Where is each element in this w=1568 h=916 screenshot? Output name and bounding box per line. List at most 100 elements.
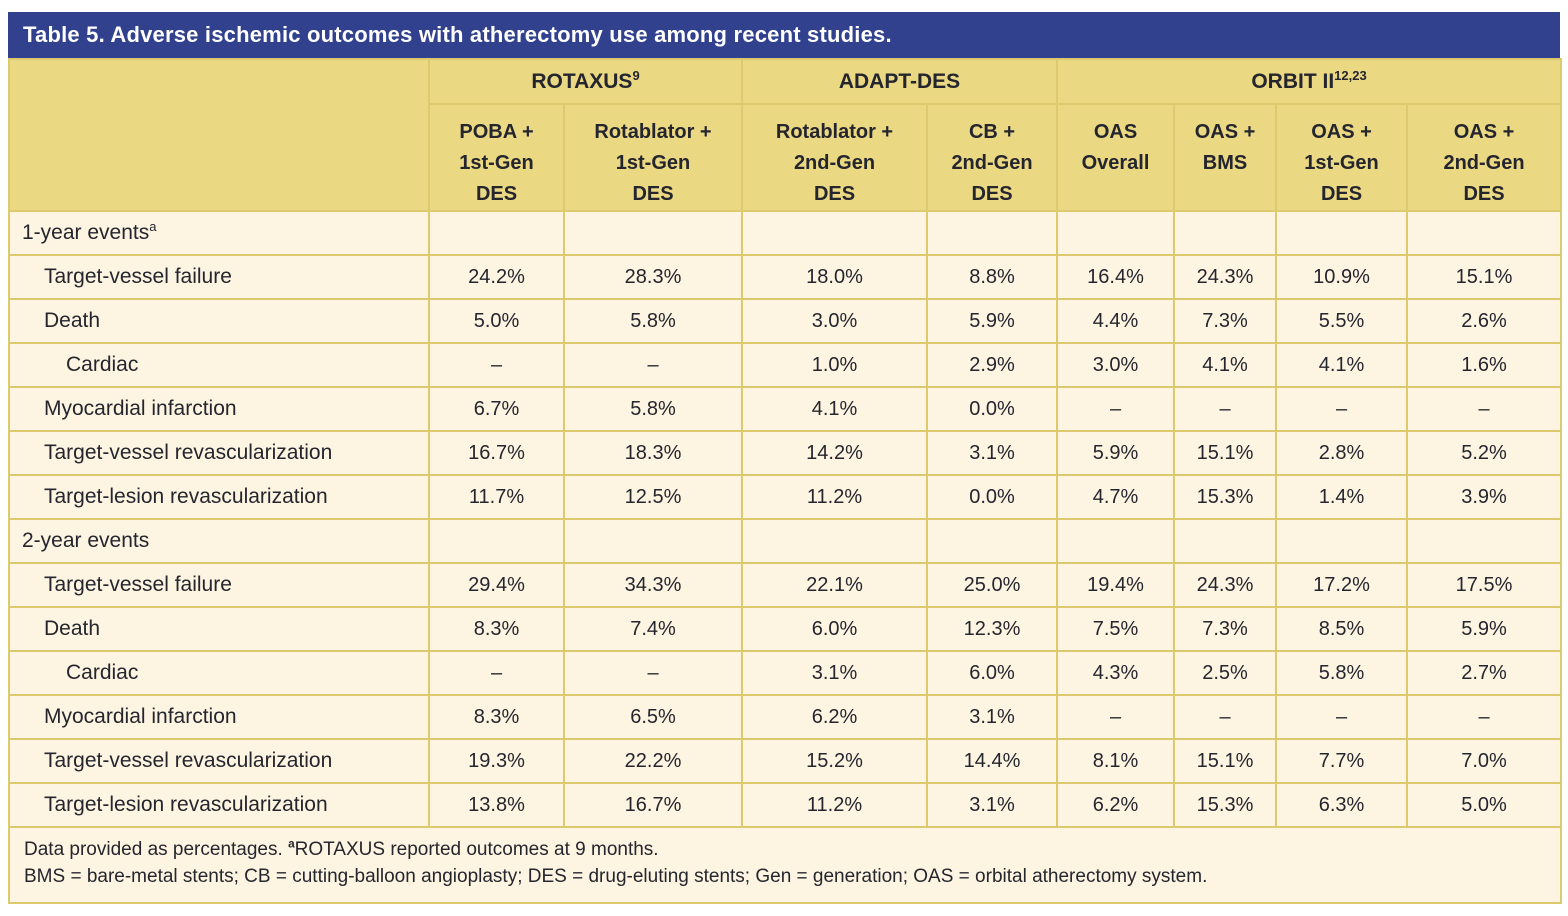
value-cell: 6.0% xyxy=(741,606,928,652)
column-header-oas-1stgen-des: OAS + 1st-Gen DES xyxy=(1275,103,1409,212)
empty-cell xyxy=(1275,518,1409,564)
value-cell: – xyxy=(1173,694,1278,740)
column-header-oas-bms: OAS + BMS xyxy=(1173,103,1278,212)
value-cell: 5.0% xyxy=(1406,782,1563,828)
empty-cell xyxy=(925,210,1059,256)
value-cell: 3.1% xyxy=(741,650,928,696)
table-footer: Data provided as percentages. aROTAXUS r… xyxy=(7,826,1563,904)
value-cell: 8.5% xyxy=(1275,606,1409,652)
value-cell: 7.7% xyxy=(1275,738,1409,784)
value-cell: 12.5% xyxy=(563,474,743,520)
value-cell: – xyxy=(563,342,743,388)
empty-cell xyxy=(1173,210,1278,256)
value-cell: 1.4% xyxy=(1275,474,1409,520)
value-cell: 28.3% xyxy=(563,254,743,300)
value-cell: – xyxy=(1275,386,1409,432)
row-label: Target-vessel failure xyxy=(8,562,430,608)
value-cell: 6.2% xyxy=(741,694,928,740)
row-label: Target-vessel revascularization xyxy=(8,430,430,476)
section-label: 1-year eventsa xyxy=(8,210,430,256)
value-cell: 7.3% xyxy=(1173,606,1278,652)
footnote-1-text-cont: ROTAXUS reported outcomes at 9 months. xyxy=(294,839,659,860)
value-cell: 15.1% xyxy=(1173,738,1278,784)
value-cell: 11.2% xyxy=(741,474,928,520)
value-cell: 2.5% xyxy=(1173,650,1278,696)
row-label: Death xyxy=(8,298,430,344)
row-label: Target-vessel revascularization xyxy=(8,738,430,784)
column-header-oas-2ndgen-des: OAS + 2nd-Gen DES xyxy=(1406,103,1563,212)
event-row: Myocardial infarction 8.3% 6.5% 6.2% 3.1% – – –… xyxy=(8,694,1563,740)
value-cell: 1.6% xyxy=(1406,342,1563,388)
value-cell: 24.3% xyxy=(1173,562,1278,608)
group-orbit-ii-label: ORBIT II xyxy=(1251,69,1335,93)
value-cell: 5.5% xyxy=(1275,298,1409,344)
value-cell: 7.4% xyxy=(563,606,743,652)
value-cell: 24.2% xyxy=(428,254,565,300)
footnote-1-text: Data provided as percentages. xyxy=(24,839,289,860)
value-cell: 2.6% xyxy=(1406,298,1563,344)
section-row: 1-year eventsa xyxy=(8,210,1563,256)
value-cell: 8.3% xyxy=(428,694,565,740)
value-cell: 6.7% xyxy=(428,386,565,432)
value-cell: – xyxy=(1406,386,1563,432)
value-cell: 24.3% xyxy=(1173,254,1278,300)
event-row: Target-vessel revascularization 16.7% 18.3… xyxy=(8,430,1563,476)
value-cell: 3.0% xyxy=(1056,342,1176,388)
empty-cell xyxy=(925,518,1059,564)
column-header-cb-2ndgen-des: CB + 2nd-Gen DES xyxy=(925,103,1059,212)
value-cell: 5.8% xyxy=(563,298,743,344)
group-orbit-ii-ref: 12,23 xyxy=(1334,67,1367,83)
footnote-1-marker: a xyxy=(288,837,295,851)
column-header-rotablator-2ndgen-des: Rotablator + 2nd-Gen DES xyxy=(741,103,928,212)
value-cell: 5.9% xyxy=(925,298,1059,344)
row-label: Myocardial infarction xyxy=(8,386,430,432)
value-cell: 17.2% xyxy=(1275,562,1409,608)
column-header-rotablator-1stgen-des: Rotablator + 1st-Gen DES xyxy=(563,103,743,212)
empty-cell xyxy=(1056,518,1176,564)
value-cell: 8.8% xyxy=(925,254,1059,300)
event-row: Target-lesion revascularization 13.8% 16.7… xyxy=(8,782,1563,828)
value-cell: 18.0% xyxy=(741,254,928,300)
group-orbit-ii: ORBIT II12,23 xyxy=(1056,58,1563,105)
table5-card: Table 5. Adverse ischemic outcomes with … xyxy=(7,12,1563,904)
footnotes-cell: Data provided as percentages. aROTAXUS r… xyxy=(7,826,1563,904)
value-cell: 7.0% xyxy=(1406,738,1563,784)
value-cell: 5.9% xyxy=(1056,430,1176,476)
value-cell: 4.4% xyxy=(1056,298,1176,344)
value-cell: 13.8% xyxy=(428,782,565,828)
value-cell: 4.1% xyxy=(741,386,928,432)
value-cell: 16.4% xyxy=(1056,254,1176,300)
row-label: Target-lesion revascularization xyxy=(8,474,430,520)
value-cell: 11.2% xyxy=(741,782,928,828)
value-cell: – xyxy=(1056,386,1176,432)
value-cell: 5.9% xyxy=(1406,606,1563,652)
value-cell: 3.1% xyxy=(925,430,1059,476)
section-row: 2-year events xyxy=(8,518,1563,564)
value-cell: – xyxy=(1173,386,1278,432)
value-cell: 15.1% xyxy=(1406,254,1563,300)
value-cell: 7.3% xyxy=(1173,298,1278,344)
value-cell: 1.0% xyxy=(741,342,928,388)
section-label: 2-year events xyxy=(8,518,430,564)
treatment-column-row: POBA + 1st-Gen DES Rotablator + 1st-Gen … xyxy=(9,103,1563,212)
value-cell: 11.7% xyxy=(428,474,565,520)
value-cell: 14.2% xyxy=(741,430,928,476)
row-label: Myocardial infarction xyxy=(8,694,430,740)
event-row: Death 5.0% 5.8% 3.0% 5.9% 4.4% 7.3% 5.5% 2.6% xyxy=(8,298,1563,344)
value-cell: 6.5% xyxy=(563,694,743,740)
value-cell: – xyxy=(1275,694,1409,740)
table-header: ROTAXUS9 ADAPT-DES ORBIT II12,23 POBA + … xyxy=(8,58,1563,212)
event-row: Target-vessel revascularization 19.3% 22.2… xyxy=(8,738,1563,784)
empty-cell xyxy=(428,518,565,564)
value-cell: 5.8% xyxy=(563,386,743,432)
value-cell: 4.1% xyxy=(1275,342,1409,388)
group-rotaxus-label: ROTAXUS xyxy=(531,69,633,93)
group-adapt-des: ADAPT-DES xyxy=(740,58,1059,105)
value-cell: 15.3% xyxy=(1173,474,1278,520)
event-row: Cardiac – –1.0% 2.9% 3.0% 4.1% 4.1% 1.6% xyxy=(8,342,1563,388)
value-cell: 7.5% xyxy=(1056,606,1176,652)
table-body: 1-year eventsa Target-vessel failure 24.2%… xyxy=(8,210,1563,828)
study-group-row: ROTAXUS9 ADAPT-DES ORBIT II12,23 xyxy=(8,58,1563,212)
value-cell: 3.1% xyxy=(925,782,1059,828)
